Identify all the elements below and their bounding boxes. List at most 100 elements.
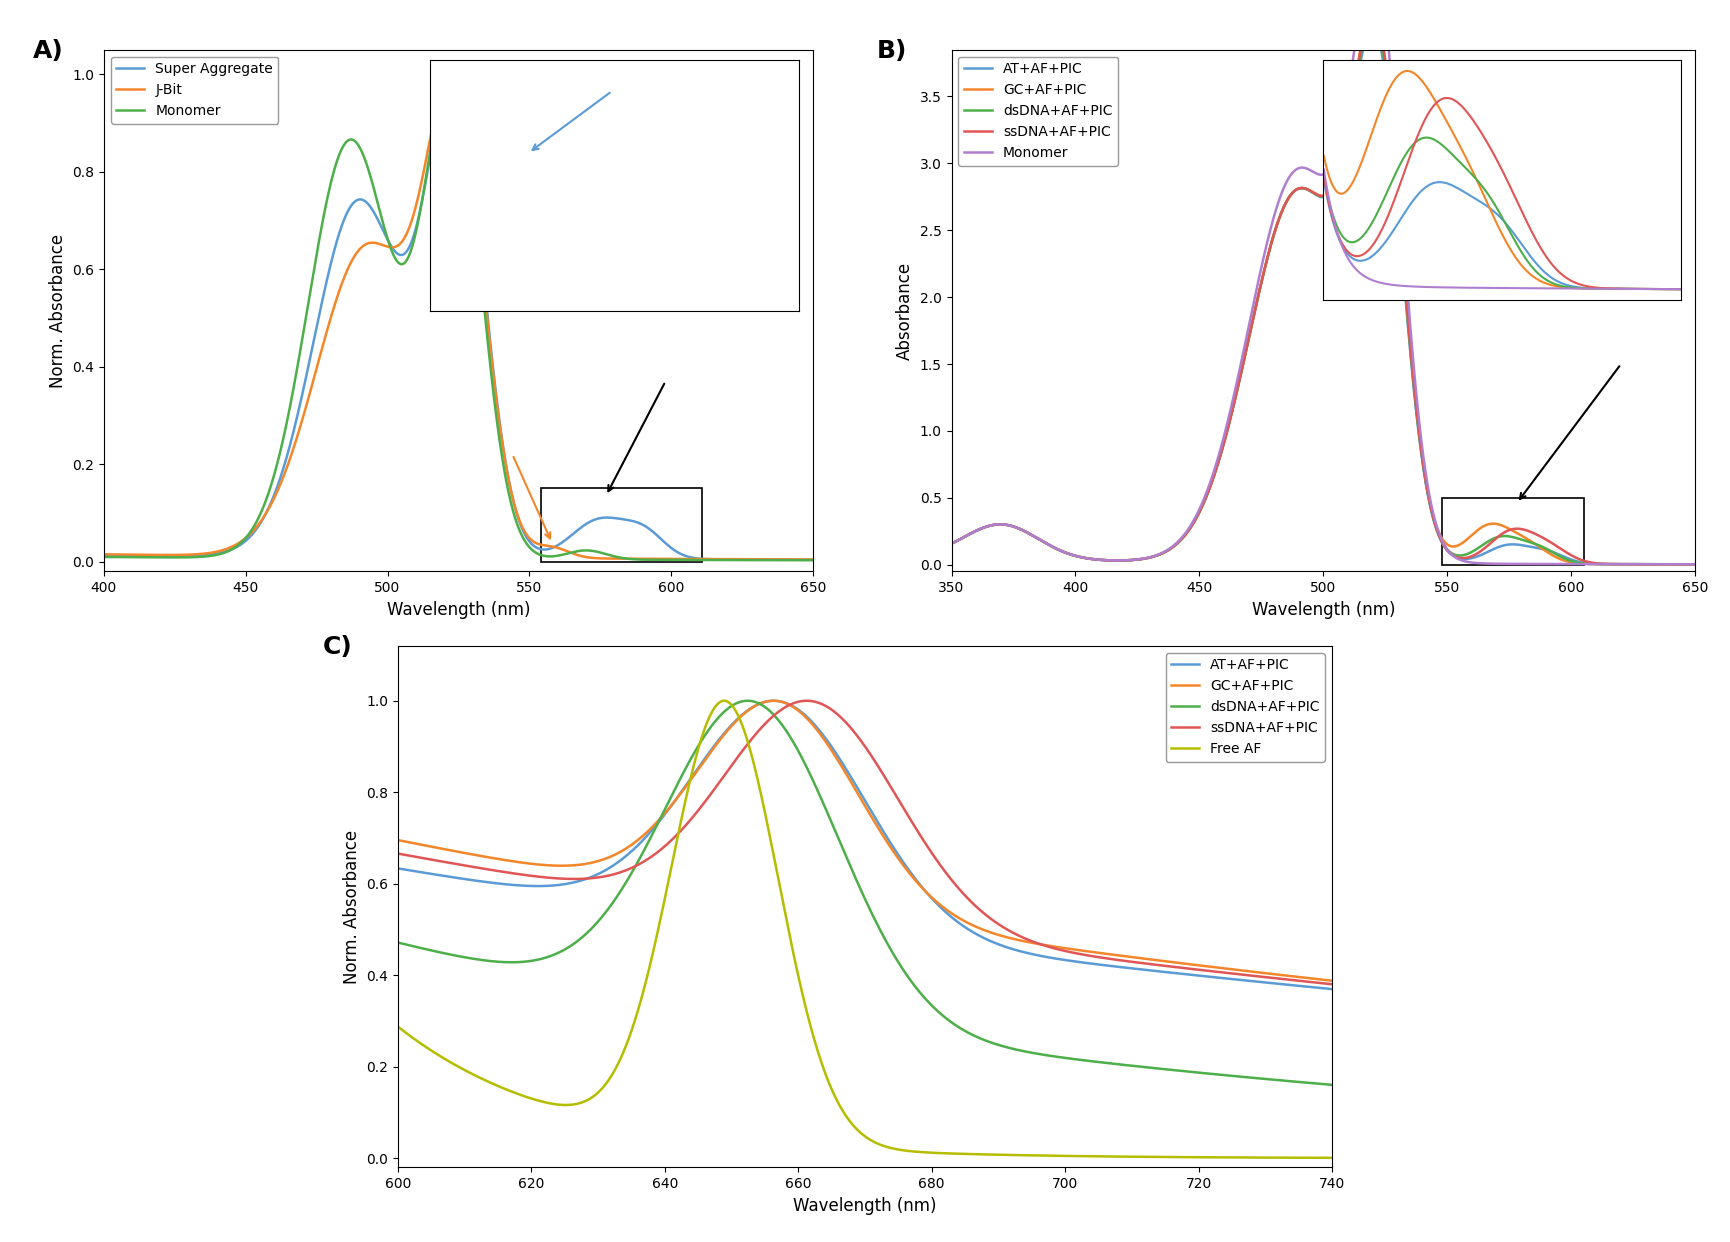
Line: AT+AF+PIC: AT+AF+PIC (952, 27, 1695, 564)
ssDNA+AF+PIC (1363, 5, 1384, 20)
ssDNA+AF+PIC (1118, 954, 1138, 969)
Line: ssDNA+AF+PIC: ssDNA+AF+PIC (398, 700, 1332, 984)
Super Aggregate (803, 553, 823, 568)
Monomer (1284, 164, 1304, 179)
Monomer (782, 553, 803, 568)
GC+AF+PIC (1284, 184, 1304, 199)
Monomer (803, 553, 823, 568)
dsDNA+AF+PIC (799, 768, 820, 782)
AT+AF+PIC (941, 537, 962, 551)
ssDNA+AF+PIC (1528, 528, 1548, 543)
Super Aggregate (441, 67, 462, 82)
Line: dsDNA+AF+PIC: dsDNA+AF+PIC (398, 700, 1332, 1084)
ssDNA+AF+PIC (979, 518, 1000, 533)
dsDNA+AF+PIC (1133, 1059, 1154, 1074)
GC+AF+PIC (763, 693, 784, 708)
Super Aggregate (130, 548, 151, 563)
Free AF (483, 1077, 503, 1092)
Monomer (979, 518, 1000, 533)
Line: Monomer: Monomer (104, 75, 813, 560)
Super Aggregate (419, 150, 439, 165)
X-axis label: Wavelength (nm): Wavelength (nm) (388, 601, 529, 619)
GC+AF+PIC (388, 832, 408, 847)
GC+AF+PIC (1322, 974, 1342, 989)
Super Aggregate (438, 70, 458, 84)
GC+AF+PIC (1303, 185, 1323, 200)
dsDNA+AF+PIC (1664, 556, 1685, 571)
dsDNA+AF+PIC (1029, 1047, 1050, 1062)
ssDNA+AF+PIC (1284, 184, 1304, 199)
Line: AT+AF+PIC: AT+AF+PIC (398, 700, 1332, 989)
Text: B): B) (877, 40, 908, 63)
ssDNA+AF+PIC (388, 846, 408, 861)
Monomer (130, 550, 151, 565)
Free AF (714, 693, 735, 708)
dsDNA+AF+PIC (1664, 556, 1685, 571)
AT+AF+PIC (799, 713, 820, 728)
ssDNA+AF+PIC (799, 693, 820, 708)
X-axis label: Wavelength (nm): Wavelength (nm) (794, 1197, 936, 1215)
Monomer (652, 553, 673, 568)
J-Bit (130, 548, 151, 563)
Legend: Super Aggregate, J-Bit, Monomer: Super Aggregate, J-Bit, Monomer (111, 57, 279, 124)
GC+AF+PIC (1528, 538, 1548, 553)
ssDNA+AF+PIC (1303, 185, 1323, 200)
AT+AF+PIC (1664, 556, 1685, 571)
dsDNA+AF+PIC (737, 693, 758, 708)
AT+AF+PIC (483, 876, 503, 891)
Monomer (419, 145, 439, 160)
J-Bit (652, 551, 673, 566)
J-Bit (803, 551, 823, 566)
Y-axis label: Norm. Absorbance: Norm. Absorbance (48, 233, 66, 388)
J-Bit (93, 546, 114, 561)
Line: GC+AF+PIC: GC+AF+PIC (952, 10, 1695, 564)
AT+AF+PIC (1322, 981, 1342, 996)
GC+AF+PIC (1363, 2, 1384, 17)
dsDNA+AF+PIC (388, 935, 408, 950)
ssDNA+AF+PIC (796, 693, 817, 708)
Free AF (1118, 1149, 1138, 1164)
Monomer (1664, 556, 1685, 571)
AT+AF+PIC (1284, 184, 1304, 199)
ssDNA+AF+PIC (1664, 556, 1685, 571)
GC+AF+PIC (1133, 951, 1154, 966)
X-axis label: Wavelength (nm): Wavelength (nm) (1253, 601, 1394, 619)
ssDNA+AF+PIC (1322, 976, 1342, 991)
Line: Monomer: Monomer (952, 0, 1695, 564)
Line: J-Bit: J-Bit (104, 75, 813, 559)
AT+AF+PIC (1362, 20, 1382, 35)
Bar (1443, 498, 1585, 565)
J-Bit (782, 551, 803, 566)
ssDNA+AF+PIC (483, 863, 503, 878)
Super Aggregate (782, 553, 803, 568)
Text: C): C) (324, 636, 353, 660)
Monomer (1685, 556, 1706, 571)
Bar (541, 488, 702, 561)
GC+AF+PIC (766, 693, 787, 708)
Line: Super Aggregate: Super Aggregate (104, 75, 813, 560)
AT+AF+PIC (979, 518, 1000, 533)
Free AF (1029, 1148, 1050, 1163)
Monomer (941, 537, 962, 551)
dsDNA+AF+PIC (1284, 184, 1304, 199)
J-Bit (782, 551, 803, 566)
Super Aggregate (652, 533, 673, 548)
Y-axis label: Norm. Absorbance: Norm. Absorbance (343, 830, 360, 984)
dsDNA+AF+PIC (1303, 185, 1323, 200)
Line: ssDNA+AF+PIC: ssDNA+AF+PIC (952, 12, 1695, 564)
dsDNA+AF+PIC (1118, 1058, 1138, 1073)
GC+AF+PIC (1118, 949, 1138, 964)
Monomer (1664, 556, 1685, 571)
AT+AF+PIC (766, 693, 787, 708)
AT+AF+PIC (1528, 540, 1548, 555)
GC+AF+PIC (1029, 936, 1050, 951)
GC+AF+PIC (979, 518, 1000, 533)
Monomer (438, 67, 458, 82)
Line: Free AF: Free AF (398, 700, 1332, 1158)
dsDNA+AF+PIC (483, 954, 503, 969)
Line: GC+AF+PIC: GC+AF+PIC (398, 700, 1332, 981)
dsDNA+AF+PIC (1363, 11, 1384, 26)
AT+AF+PIC (1685, 556, 1706, 571)
AT+AF+PIC (388, 861, 408, 876)
ssDNA+AF+PIC (1029, 936, 1050, 951)
